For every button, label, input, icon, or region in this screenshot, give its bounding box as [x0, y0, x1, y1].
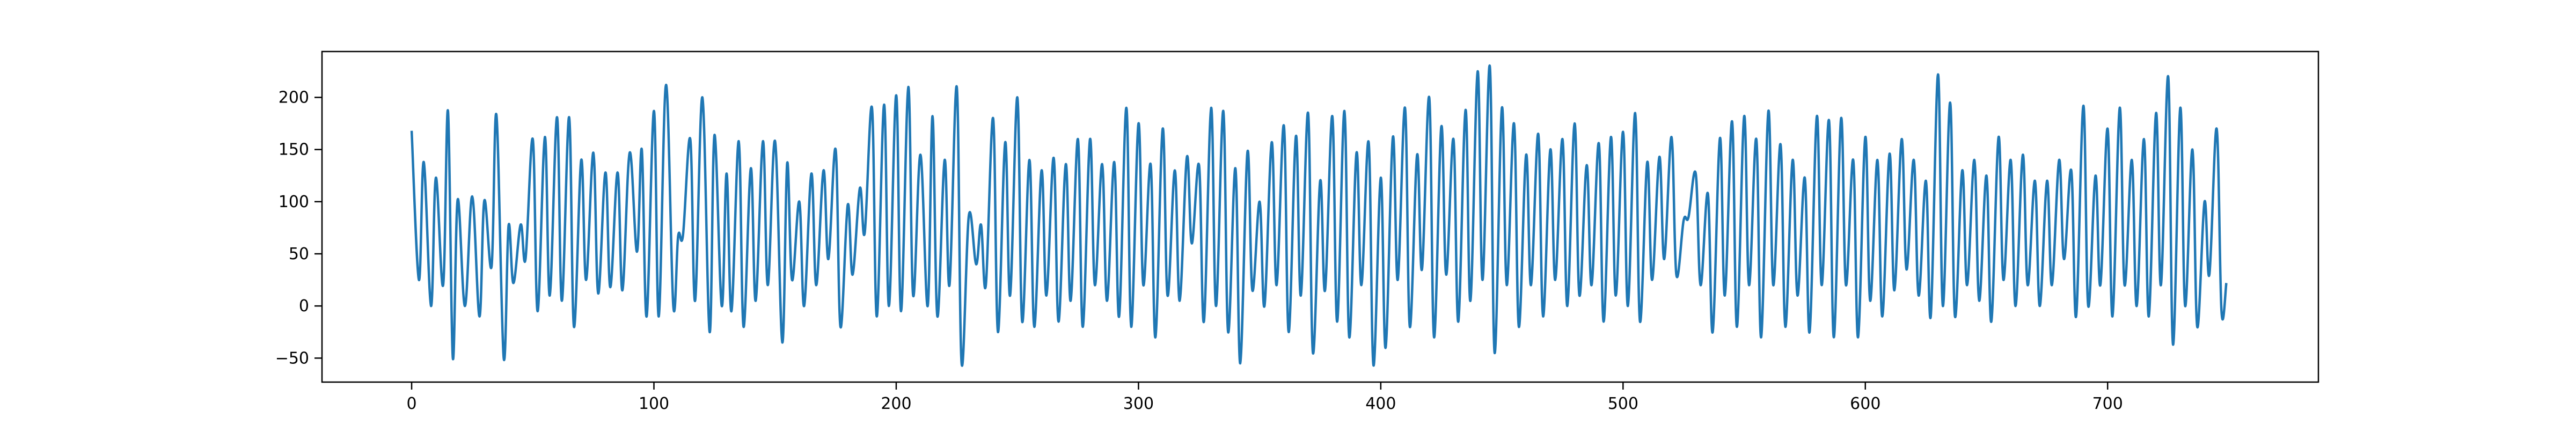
x-tick-label: 500 — [1608, 394, 1638, 413]
y-tick-label: 0 — [299, 297, 309, 316]
plot-frame — [321, 50, 2319, 383]
x-tick-label: 200 — [881, 394, 911, 413]
y-tick-label: 200 — [279, 89, 309, 107]
x-tick-label: 700 — [2092, 394, 2123, 413]
y-tick-label: 100 — [279, 193, 309, 211]
y-tick-label: −50 — [275, 349, 309, 368]
plot-background — [322, 52, 2318, 382]
series-layer — [410, 64, 2228, 367]
x-tick-label: 400 — [1365, 394, 1396, 413]
x-tick-label: 600 — [1850, 394, 1880, 413]
x-tick-label: 0 — [406, 394, 416, 413]
tick-layer: 0 100 200 300 400 500 600 700 −50 0 50 100 150 200 — [275, 89, 2123, 413]
x-tick-label: 300 — [1123, 394, 1154, 413]
x-tick-label: 100 — [639, 394, 669, 413]
y-tick-label: 150 — [279, 141, 309, 159]
series-line-0 — [410, 64, 2228, 367]
y-tick-label: 50 — [289, 245, 309, 263]
